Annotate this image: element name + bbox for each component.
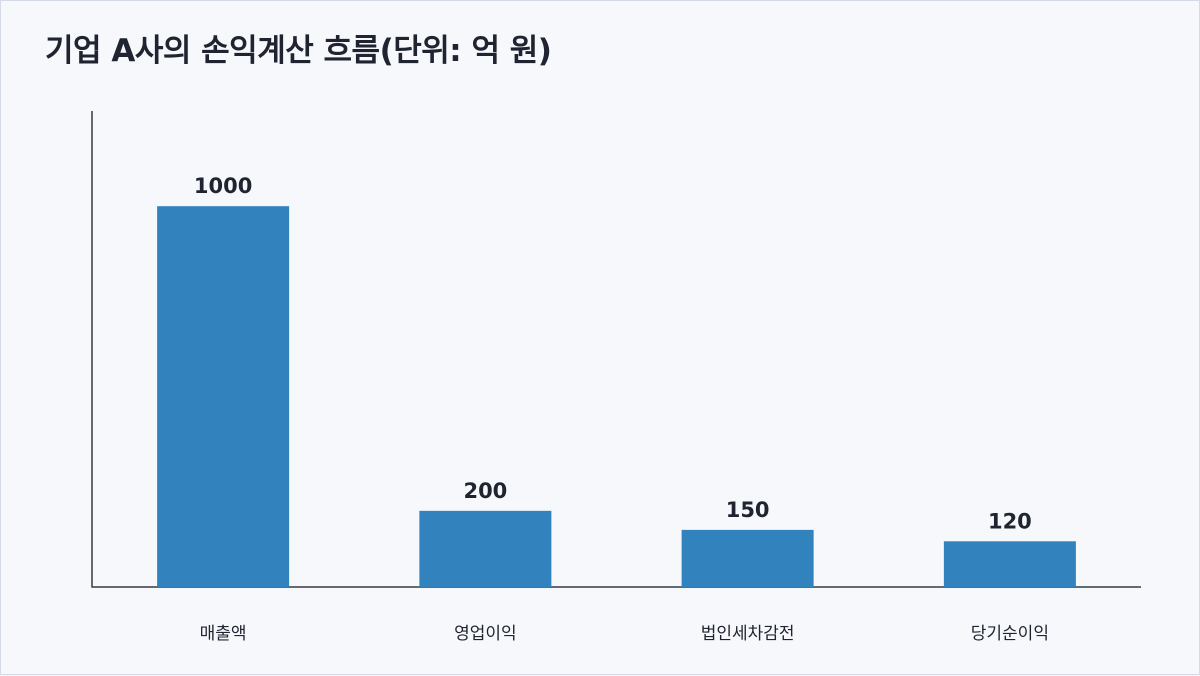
x-tick-label-3: 법인세차감전	[701, 624, 795, 644]
x-tick-label-1: 매출액	[200, 624, 247, 644]
value-label-1: 1000	[194, 174, 252, 198]
x-tick-label-2: 영업이익	[454, 624, 517, 644]
value-label-2: 200	[463, 479, 507, 503]
chart-title: 기업 A사의 손익계산 흐름(단위: 억 원)	[45, 33, 552, 69]
bar-2	[419, 510, 552, 587]
value-label-4: 120	[988, 509, 1032, 533]
value-label-3: 150	[726, 498, 770, 522]
bar-1	[157, 206, 290, 587]
x-tick-label-4: 당기순이익	[971, 624, 1049, 644]
bar-4	[943, 541, 1076, 587]
bar-3	[681, 529, 814, 587]
